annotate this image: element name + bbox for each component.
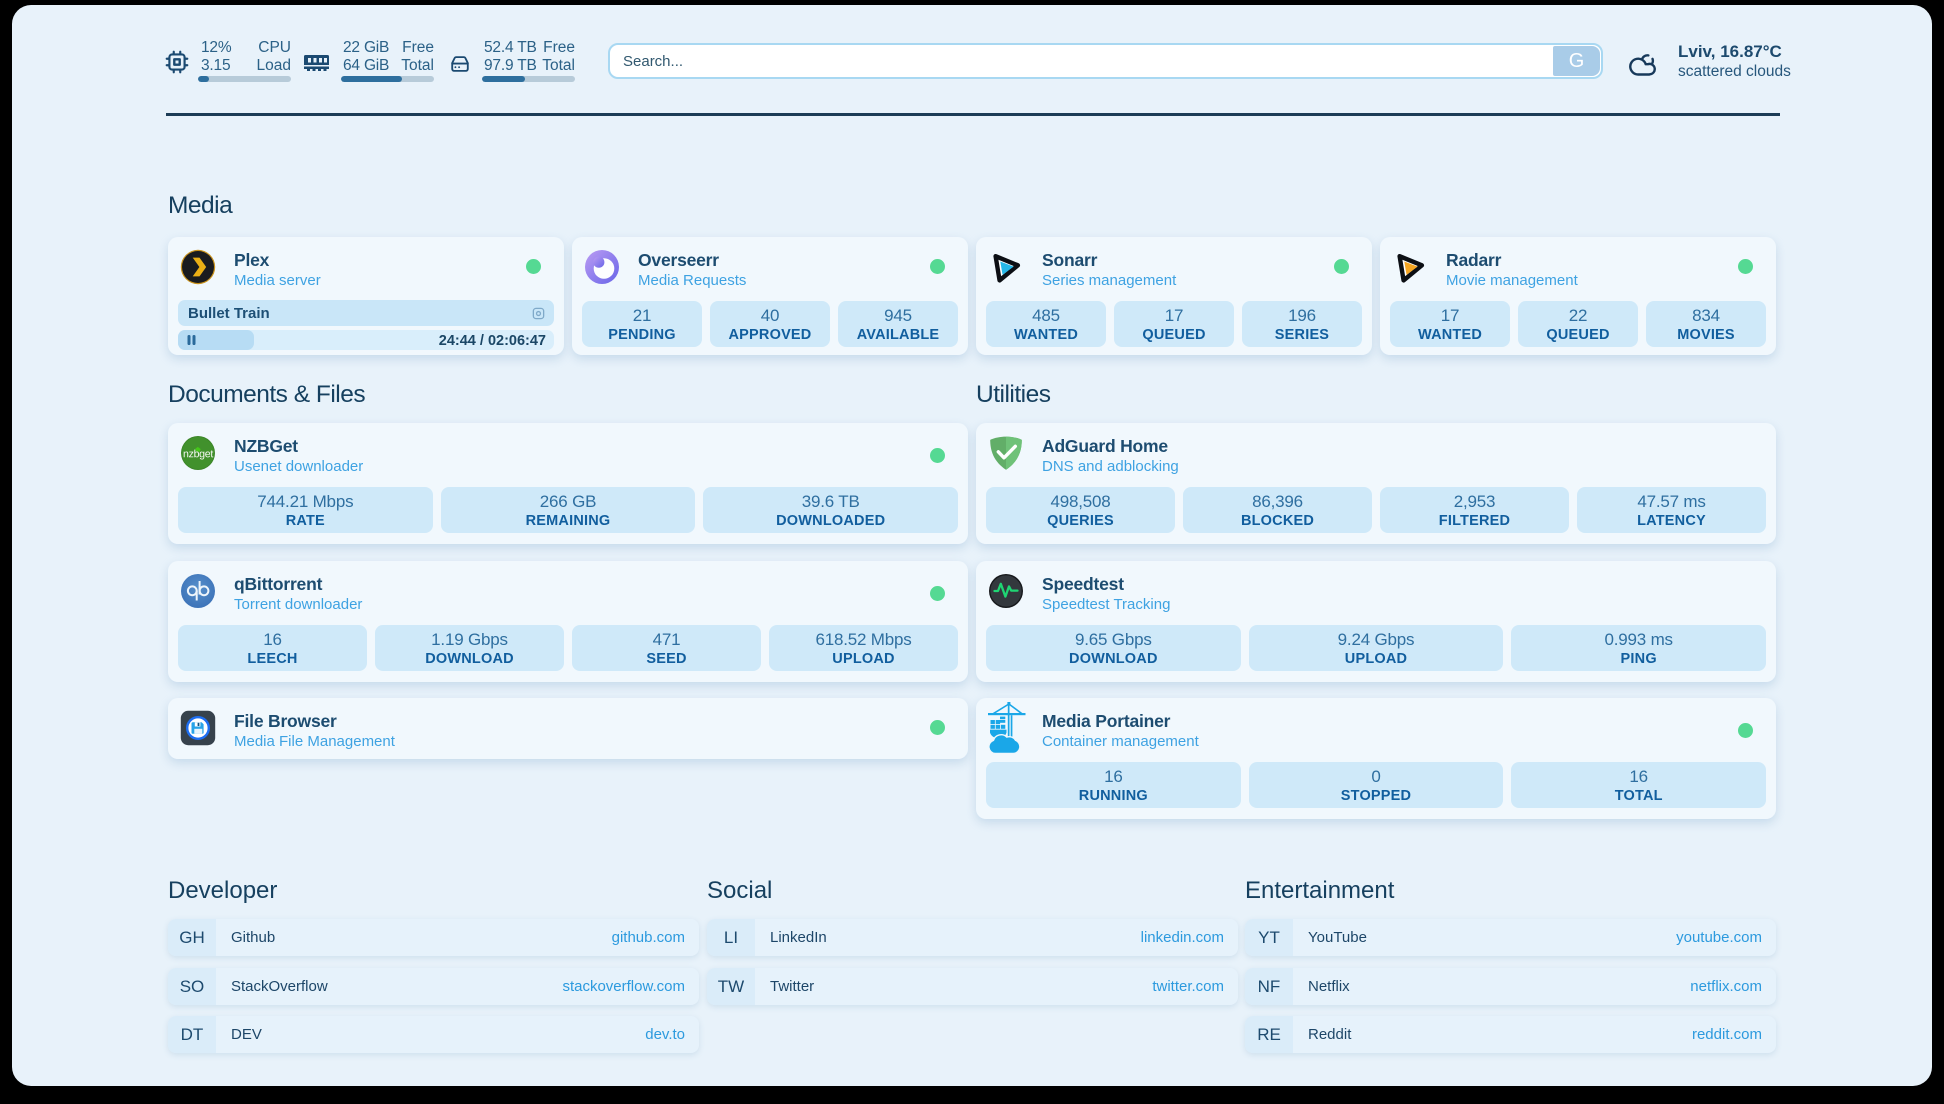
svg-text:nzbget: nzbget <box>183 448 213 460</box>
